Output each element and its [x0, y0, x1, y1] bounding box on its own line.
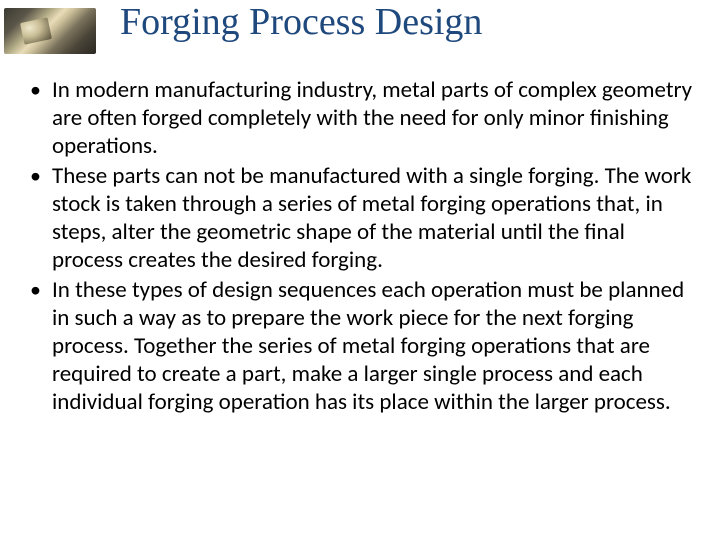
- bullet-list: In modern manufacturing industry, metal …: [24, 76, 700, 418]
- list-item: These parts can not be manufactured with…: [24, 162, 700, 274]
- title-row: Forging Process Design: [0, 0, 720, 60]
- list-item: In modern manufacturing industry, metal …: [24, 76, 700, 160]
- slide-title: Forging Process Design: [120, 0, 482, 44]
- list-item: In these types of design sequences each …: [24, 276, 700, 416]
- bullet-text: In modern manufacturing industry, metal …: [52, 76, 700, 160]
- bullet-text: In these types of design sequences each …: [52, 276, 700, 416]
- bullet-text: These parts can not be manufactured with…: [52, 162, 700, 274]
- title-thumbnail-image: [4, 8, 96, 54]
